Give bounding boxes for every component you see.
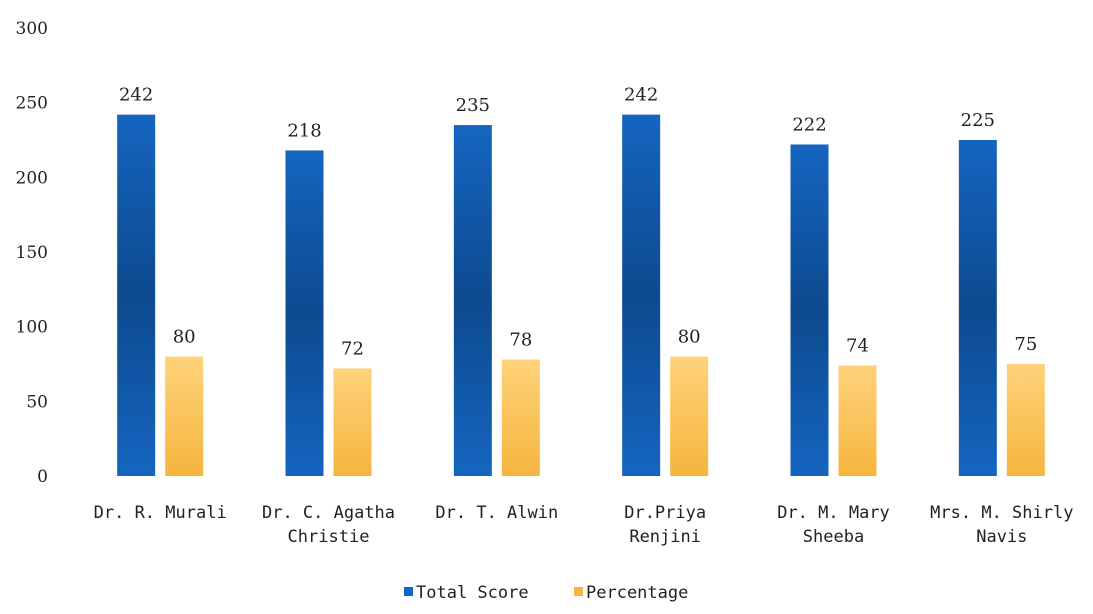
y-tick-label-0: 0: [37, 467, 48, 487]
x-tick-label-4-line-1: Sheeba: [803, 527, 864, 547]
y-axis: 0 50 100 150 200 250 300: [16, 19, 48, 487]
x-tick-label-3-line-1: Renjini: [629, 527, 701, 547]
bar-percentage-5: [1006, 364, 1045, 476]
x-axis: Dr. R. Murali Dr. C. Agatha Christie Dr. T.…: [94, 503, 1074, 547]
y-tick-label-4: 200: [16, 168, 48, 188]
legend-label-0: Total Score: [416, 583, 529, 603]
x-tick-label-5-line-0: Mrs. M. Shirly: [930, 503, 1073, 523]
x-tick-label-5-line-1: Navis: [976, 527, 1027, 547]
data-label-total-score-2: 235: [456, 95, 490, 116]
data-label-percentage-3: 80: [678, 327, 701, 348]
x-tick-label-1-line-0: Dr. C. Agatha: [262, 503, 395, 523]
data-label-total-score-1: 218: [287, 120, 321, 141]
bar-percentage-2: [501, 359, 540, 476]
bar-percentage-3: [670, 356, 709, 476]
data-label-total-score-5: 225: [961, 110, 995, 131]
bar-total-score-3: [622, 114, 661, 476]
bars: 242 80 218 72 235 78 242 80 222 74 225 75: [117, 85, 1045, 477]
data-label-percentage-1: 72: [341, 338, 364, 359]
x-tick-label-0-line-0: Dr. R. Murali: [94, 503, 227, 523]
bar-percentage-4: [838, 365, 877, 476]
y-tick-label-3: 150: [16, 243, 48, 263]
data-label-percentage-2: 78: [509, 330, 532, 351]
data-label-total-score-3: 242: [624, 85, 658, 106]
data-label-total-score-4: 222: [792, 114, 826, 135]
data-label-percentage-5: 75: [1014, 334, 1037, 355]
y-tick-label-2: 100: [16, 318, 48, 338]
y-tick-label-6: 300: [16, 19, 48, 39]
legend-swatch-1: [574, 587, 583, 596]
x-tick-label-2-line-0: Dr. T. Alwin: [435, 503, 558, 523]
bar-total-score-5: [958, 140, 997, 476]
legend-label-1: Percentage: [586, 583, 688, 603]
x-tick-label-3-line-0: Dr.Priya: [624, 503, 706, 523]
bar-total-score-2: [453, 125, 492, 477]
bar-total-score-0: [117, 114, 156, 476]
bar-percentage-1: [333, 368, 372, 476]
legend-swatch-0: [404, 587, 413, 596]
bar-total-score-1: [285, 150, 324, 476]
y-tick-label-5: 250: [16, 94, 48, 114]
x-tick-label-4-line-0: Dr. M. Mary: [777, 503, 890, 523]
y-tick-label-1: 50: [26, 392, 48, 412]
bar-total-score-4: [790, 144, 829, 477]
data-label-percentage-4: 74: [846, 335, 869, 356]
legend: Total Score Percentage: [404, 583, 688, 603]
data-label-percentage-0: 80: [173, 327, 196, 348]
x-tick-label-1-line-1: Christie: [288, 527, 370, 547]
data-label-total-score-0: 242: [119, 85, 153, 106]
bar-percentage-0: [165, 356, 204, 476]
